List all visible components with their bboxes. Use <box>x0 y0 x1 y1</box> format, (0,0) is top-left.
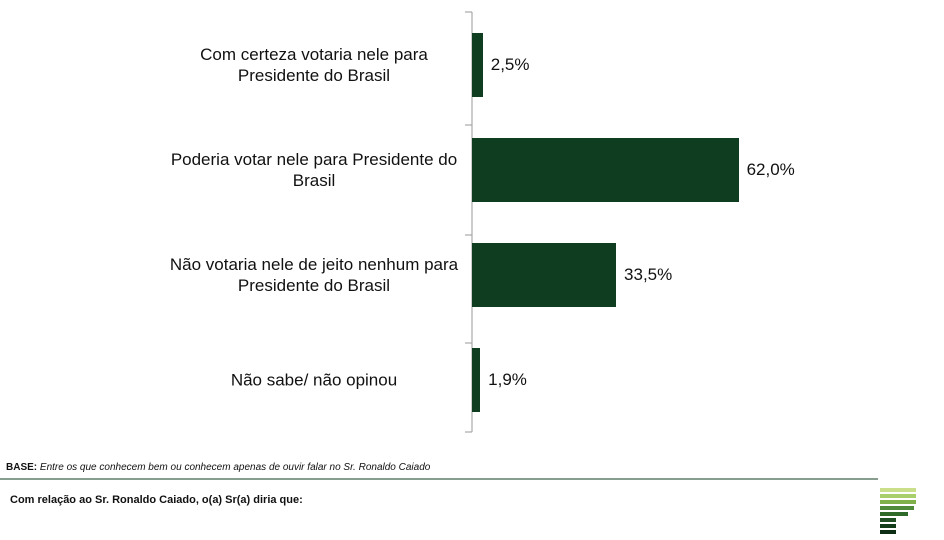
category-label: Não sabe/ não opinou <box>230 370 398 389</box>
category-label: Não votaria nele de jeito nenhum para Pr… <box>169 254 459 295</box>
bar <box>472 137 739 202</box>
base-text: Entre os que conhecem bem ou conhecem ap… <box>39 462 431 473</box>
value-label: 2,5% <box>490 54 530 74</box>
bar <box>472 32 483 97</box>
base-label: BASE: <box>6 462 38 473</box>
base-note: BASE: Entre os que conhecem bem ou conhe… <box>6 462 430 473</box>
question: Com relação ao Sr. Ronaldo Caiado, o(a) … <box>10 494 303 506</box>
logo <box>880 488 916 534</box>
bar <box>472 242 617 307</box>
bar <box>472 347 481 412</box>
category-label: Com certeza votaria nele para Presidente… <box>200 44 428 85</box>
value-label: 33,5% <box>624 264 673 284</box>
value-label: 1,9% <box>488 369 527 389</box>
category-label: Poderia votar nele para Presidente do Br… <box>170 149 458 190</box>
value-label: 62,0% <box>746 159 795 179</box>
